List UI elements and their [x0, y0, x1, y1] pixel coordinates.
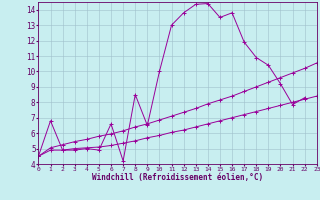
X-axis label: Windchill (Refroidissement éolien,°C): Windchill (Refroidissement éolien,°C): [92, 173, 263, 182]
